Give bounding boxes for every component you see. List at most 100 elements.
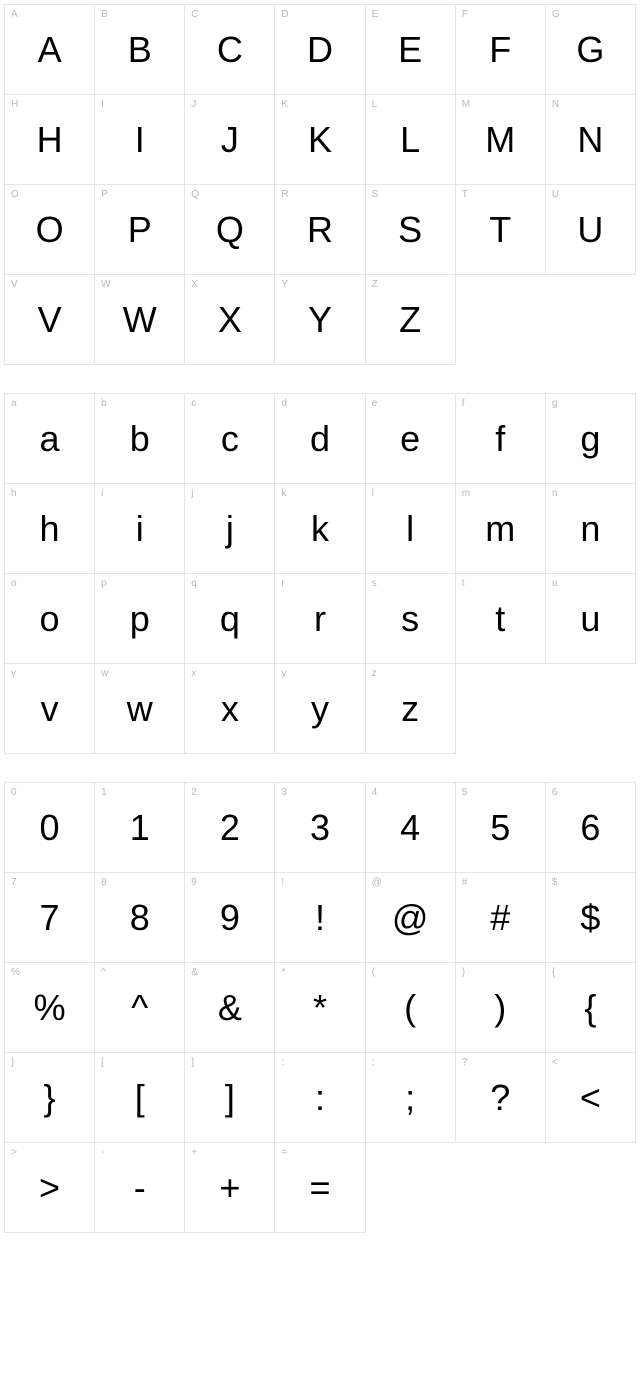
glyph-cell: tt (456, 574, 546, 664)
glyph-cell: cc (185, 394, 275, 484)
glyph-display: j (226, 511, 234, 547)
section-lowercase: aabbccddeeffgghhiijjkkllmmnnooppqqrrsstt… (4, 393, 636, 754)
glyph-cell: 55 (456, 783, 546, 873)
glyph-cell: SS (366, 185, 456, 275)
glyph-label: v (11, 668, 16, 679)
glyph-display: z (401, 691, 419, 727)
glyph-display: 3 (310, 810, 330, 846)
glyph-display: 6 (580, 810, 600, 846)
glyph-cell: FF (456, 5, 546, 95)
glyph-display: E (398, 32, 422, 68)
glyph-cell: GG (546, 5, 636, 95)
glyph-display: l (406, 511, 414, 547)
glyph-cell: ^^ (95, 963, 185, 1053)
glyph-cell: ww (95, 664, 185, 754)
glyph-cell: %% (5, 963, 95, 1053)
glyph-display: i (136, 511, 144, 547)
glyph-cell: 88 (95, 873, 185, 963)
glyph-display: Y (308, 302, 332, 338)
glyph-label: Z (372, 279, 378, 290)
glyph-cell: 77 (5, 873, 95, 963)
glyph-label: 4 (372, 787, 378, 798)
glyph-display: @ (392, 900, 429, 936)
glyph-label: G (552, 9, 560, 20)
glyph-display: f (495, 421, 505, 457)
glyph-label: t (462, 578, 465, 589)
glyph-display: > (39, 1170, 60, 1206)
glyph-display: * (313, 990, 327, 1026)
glyph-label: * (281, 967, 285, 978)
glyph-cell: 22 (185, 783, 275, 873)
glyph-label: E (372, 9, 379, 20)
glyph-label: f (462, 398, 465, 409)
glyph-label: A (11, 9, 18, 20)
glyph-label: r (281, 578, 284, 589)
glyph-label: : (281, 1057, 284, 1068)
glyph-label: a (11, 398, 17, 409)
section-numbers-symbols: 00112233445566778899!!@@##$$%%^^&&**(())… (4, 782, 636, 1233)
glyph-cell: $$ (546, 873, 636, 963)
glyph-display: v (41, 691, 59, 727)
glyph-display: ) (494, 990, 506, 1026)
glyph-cell: DD (275, 5, 365, 95)
glyph-cell: ** (275, 963, 365, 1053)
glyph-display: T (489, 212, 511, 248)
glyph-label: x (191, 668, 196, 679)
glyph-display: 4 (400, 810, 420, 846)
glyph-display: 1 (130, 810, 150, 846)
glyph-display: ^ (131, 990, 148, 1026)
glyph-cell: kk (275, 484, 365, 574)
glyph-cell: ?? (456, 1053, 546, 1143)
glyph-cell: PP (95, 185, 185, 275)
glyph-display: x (221, 691, 239, 727)
glyph-display: P (128, 212, 152, 248)
glyph-grid: AABBCCDDEEFFGGHHIIJJKKLLMMNNOOPPQQRRSSTT… (4, 4, 636, 365)
glyph-label: # (462, 877, 468, 888)
glyph-label: 5 (462, 787, 468, 798)
glyph-display: r (314, 601, 326, 637)
glyph-cell: :: (275, 1053, 365, 1143)
glyph-label: 0 (11, 787, 17, 798)
glyph-label: q (191, 578, 197, 589)
glyph-label: L (372, 99, 378, 110)
glyph-display: d (310, 421, 330, 457)
glyph-label: d (281, 398, 287, 409)
glyph-label: 3 (281, 787, 287, 798)
glyph-label: 9 (191, 877, 197, 888)
glyph-cell: OO (5, 185, 95, 275)
glyph-label: F (462, 9, 468, 20)
glyph-display: ; (405, 1080, 415, 1116)
glyph-display: W (123, 302, 157, 338)
glyph-display: 9 (220, 900, 240, 936)
glyph-label: Q (191, 189, 199, 200)
glyph-label: 6 (552, 787, 558, 798)
glyph-label: u (552, 578, 558, 589)
glyph-display: t (495, 601, 505, 637)
glyph-label: { (552, 967, 555, 978)
glyph-display: k (311, 511, 329, 547)
glyph-display: - (134, 1170, 146, 1206)
glyph-cell: 00 (5, 783, 95, 873)
glyph-label: & (191, 967, 198, 978)
glyph-display: H (37, 122, 63, 158)
glyph-label: i (101, 488, 103, 499)
glyph-cell: << (546, 1053, 636, 1143)
empty-cell (546, 275, 636, 365)
glyph-cell: gg (546, 394, 636, 484)
glyph-label: 2 (191, 787, 197, 798)
glyph-cell: && (185, 963, 275, 1053)
glyph-cell: yy (275, 664, 365, 754)
empty-cell (456, 275, 546, 365)
glyph-cell: ss (366, 574, 456, 664)
glyph-display: s (401, 601, 419, 637)
glyph-display: I (135, 122, 145, 158)
glyph-cell: vv (5, 664, 95, 754)
glyph-display: o (40, 601, 60, 637)
glyph-cell: pp (95, 574, 185, 664)
glyph-cell: KK (275, 95, 365, 185)
glyph-label: ; (372, 1057, 375, 1068)
glyph-label: ! (281, 877, 284, 888)
glyph-label: P (101, 189, 108, 200)
glyph-display: } (44, 1080, 56, 1116)
glyph-cell: XX (185, 275, 275, 365)
